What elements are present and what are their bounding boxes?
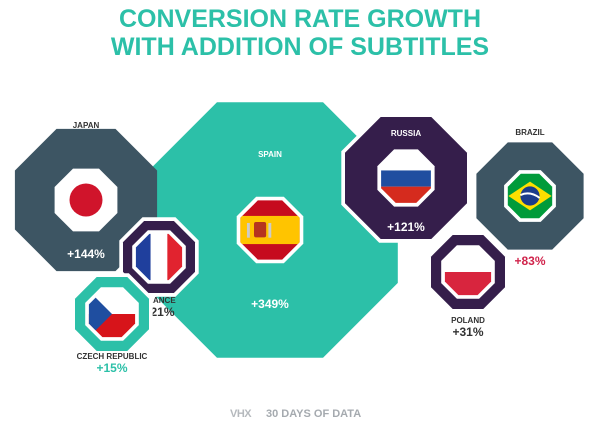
label-czech-republic: CZECH REPUBLIC bbox=[77, 352, 148, 361]
label-brazil: BRAZIL bbox=[515, 128, 544, 137]
czech-flag bbox=[88, 290, 136, 338]
value-poland: +31% bbox=[452, 325, 483, 339]
label-russia: RUSSIA bbox=[391, 129, 421, 138]
vhx-logo: VHX bbox=[230, 408, 252, 420]
title-line-1: CONVERSION RATE GROWTH bbox=[119, 5, 481, 33]
value-russia: +121% bbox=[387, 220, 425, 234]
brazil-flag bbox=[507, 173, 553, 219]
france-flag bbox=[135, 233, 183, 281]
poland-flag bbox=[444, 248, 492, 296]
value-brazil: +83% bbox=[514, 254, 545, 268]
bubble-layer: SPAIN +349% JAPAN +144% RUSSIA +121% BRAZIL +83… bbox=[14, 99, 584, 375]
russia-flag bbox=[381, 153, 431, 203]
value-japan: +144% bbox=[67, 247, 105, 261]
label-spain: SPAIN bbox=[258, 150, 282, 159]
label-poland: POLAND bbox=[451, 316, 485, 325]
value-czech-republic: +15% bbox=[96, 361, 127, 375]
title-line-2: WITH ADDITION OF SUBTITLES bbox=[111, 33, 489, 61]
label-france: FRANCE bbox=[142, 296, 176, 305]
footer-caption: 30 DAYS OF DATA bbox=[266, 408, 361, 420]
spain-flag bbox=[240, 200, 300, 260]
label-japan: JAPAN bbox=[73, 121, 100, 130]
value-spain: +349% bbox=[251, 297, 289, 311]
japan-flag bbox=[58, 172, 114, 228]
